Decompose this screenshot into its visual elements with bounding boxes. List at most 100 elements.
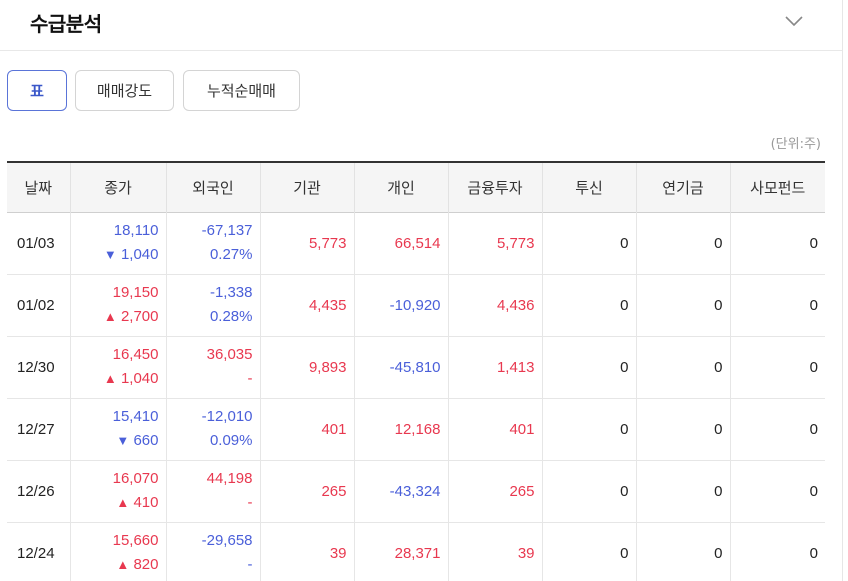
triangle-up-icon: ▲ — [103, 309, 117, 324]
foreign-net: -12,010 — [201, 408, 253, 425]
cell-foreign: 44,198 - — [165, 460, 260, 522]
foreign-net: -67,137 — [201, 222, 253, 239]
table-row: 01/03 18,110 ▼ 1,040 -67,137 0.27% 5,773 66,51… — [7, 212, 825, 274]
cell-individual: -43,324 — [353, 460, 448, 522]
cell-close: 15,660 ▲ 820 — [69, 522, 166, 581]
cell-financial-investment: 401 — [447, 398, 542, 460]
cell-individual: -45,810 — [353, 336, 448, 398]
close-price: 16,070 — [112, 470, 159, 487]
cell-date: 12/27 — [17, 420, 55, 438]
cell-financial-investment: 39 — [447, 522, 542, 581]
table-row: 12/27 15,410 ▼ 660 -12,010 0.09% 401 12,168 401… — [7, 398, 825, 460]
triangle-down-icon: ▼ — [116, 433, 130, 448]
cell-close: 16,450 ▲ 1,040 — [69, 336, 166, 398]
cell-foreign: -29,658 - — [165, 522, 260, 581]
col-individual: 개인 — [353, 162, 448, 212]
col-investment-trust: 투신 — [541, 162, 636, 212]
cell-institution: 265 — [259, 460, 354, 522]
triangle-up-icon: ▲ — [103, 371, 117, 386]
cell-date: 12/30 — [17, 358, 55, 376]
cell-institution: 9,893 — [259, 336, 354, 398]
cell-foreign: 36,035 - — [165, 336, 260, 398]
cell-date: 01/02 — [17, 296, 55, 314]
col-pension: 연기금 — [635, 162, 730, 212]
cell-institution: 401 — [259, 398, 354, 460]
triangle-up-icon: ▲ — [116, 495, 130, 510]
foreign-ratio: 0.09% — [209, 432, 253, 449]
foreign-ratio: 0.28% — [209, 308, 253, 325]
foreign-ratio: - — [247, 494, 253, 511]
foreign-ratio: - — [247, 556, 253, 573]
cell-pension: 0 — [635, 522, 730, 581]
section-header: 수급분석 — [0, 0, 843, 51]
cell-financial-investment: 1,413 — [447, 336, 542, 398]
close-price: 16,450 — [112, 346, 159, 363]
change-value: 2,700 — [120, 308, 159, 325]
change-value: 820 — [133, 556, 159, 573]
cell-date: 12/26 — [17, 482, 55, 500]
price-change: ▲ 1,040 — [71, 367, 159, 391]
change-value: 1,040 — [120, 370, 159, 387]
change-value: 410 — [133, 494, 159, 511]
foreign-net: -29,658 — [201, 532, 253, 549]
triangle-down-icon: ▼ — [103, 247, 117, 262]
change-value: 660 — [133, 432, 159, 449]
cell-date: 12/24 — [17, 544, 55, 562]
col-close: 종가 — [69, 162, 166, 212]
cell-institution: 4,435 — [259, 274, 354, 336]
cell-pension: 0 — [635, 336, 730, 398]
unit-label: (단위:주) — [770, 137, 821, 152]
col-financial-investment: 금융투자 — [447, 162, 542, 212]
cell-close: 15,410 ▼ 660 — [69, 398, 166, 460]
cell-pension: 0 — [635, 460, 730, 522]
table-body: 01/03 18,110 ▼ 1,040 -67,137 0.27% 5,773 66,51… — [7, 212, 825, 581]
cell-investment-trust: 0 — [541, 212, 636, 274]
price-change: ▼ 660 — [71, 429, 159, 453]
tab-table[interactable]: 표 — [7, 70, 67, 111]
cell-private-fund: 0 — [729, 522, 825, 581]
cell-close: 18,110 ▼ 1,040 — [69, 212, 166, 274]
close-price: 18,110 — [113, 222, 159, 239]
cell-close: 16,070 ▲ 410 — [69, 460, 166, 522]
panel-divider — [842, 0, 843, 581]
table-header-row: 날짜 종가 외국인 기관 개인 금융투자 투신 연기금 사모펀드 — [7, 162, 825, 212]
foreign-net: -1,338 — [209, 284, 253, 301]
table-row: 12/26 16,070 ▲ 410 44,198-265 -43,324 265 0 0 0 — [7, 460, 825, 522]
triangle-up-icon: ▲ — [116, 557, 130, 572]
cell-private-fund: 0 — [729, 274, 825, 336]
foreign-net: 44,198 — [206, 470, 253, 487]
cell-individual: 28,371 — [353, 522, 448, 581]
price-change: ▲ 820 — [71, 553, 159, 577]
cell-foreign: -12,010 0.09% — [165, 398, 260, 460]
col-private-fund: 사모펀드 — [729, 162, 825, 212]
cell-financial-investment: 265 — [447, 460, 542, 522]
cell-foreign: -67,137 0.27% — [165, 212, 260, 274]
table-row: 12/30 16,450 ▲ 1,040 36,035 -9,893 -45,810 1,4… — [7, 336, 825, 398]
cell-pension: 0 — [635, 398, 730, 460]
cell-foreign: -1,338 0.28% — [165, 274, 260, 336]
cell-individual: 66,514 — [353, 212, 448, 274]
cell-private-fund: 0 — [729, 212, 825, 274]
change-value: 1,040 — [120, 246, 159, 263]
col-foreign: 외국인 — [165, 162, 260, 212]
cell-private-fund: 0 — [729, 460, 825, 522]
section-title: 수급분석 — [30, 12, 102, 36]
foreign-net: 36,035 — [206, 346, 253, 363]
price-change: ▼ 1,040 — [71, 243, 159, 267]
cell-investment-trust: 0 — [541, 460, 636, 522]
col-date: 날짜 — [24, 179, 53, 197]
tab-trade-strength[interactable]: 매매강도 — [75, 70, 174, 111]
cell-pension: 0 — [635, 212, 730, 274]
cell-financial-investment: 5,773 — [447, 212, 542, 274]
cell-individual: -10,920 — [353, 274, 448, 336]
chevron-down-icon[interactable] — [783, 12, 805, 30]
cell-individual: 12,168 — [353, 398, 448, 460]
table-row: 12/24 15,660 ▲ 820 -29,658-39 28,371 39 0 0 0 — [7, 522, 825, 581]
foreign-ratio: 0.27% — [209, 246, 253, 263]
tab-cumulative-net[interactable]: 누적순매매 — [183, 70, 300, 111]
foreign-ratio: - — [247, 370, 253, 387]
table-row: 01/02 19,150 ▲ 2,700 -1,338 0.28% 4,435 -10,92… — [7, 274, 825, 336]
cell-private-fund: 0 — [729, 336, 825, 398]
cell-date: 01/03 — [17, 234, 55, 252]
close-price: 15,410 — [112, 408, 159, 425]
